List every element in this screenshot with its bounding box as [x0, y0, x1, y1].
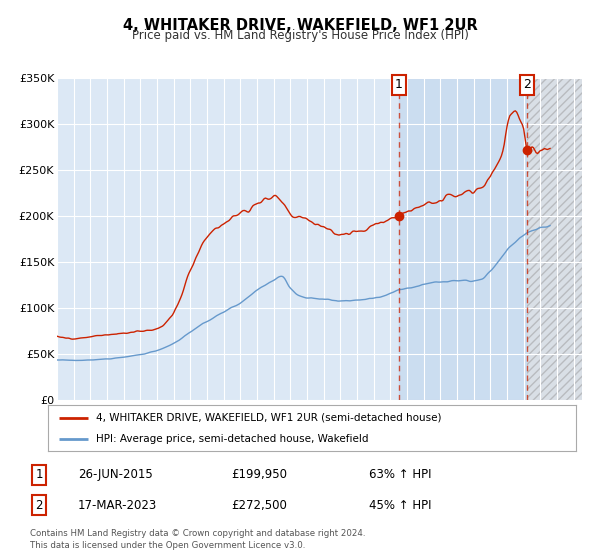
Text: 2: 2 — [35, 498, 43, 512]
Bar — [527, 78, 582, 400]
Bar — [398, 78, 527, 400]
Text: 4, WHITAKER DRIVE, WAKEFIELD, WF1 2UR: 4, WHITAKER DRIVE, WAKEFIELD, WF1 2UR — [122, 18, 478, 33]
Text: Contains HM Land Registry data © Crown copyright and database right 2024.: Contains HM Land Registry data © Crown c… — [30, 529, 365, 538]
Text: HPI: Average price, semi-detached house, Wakefield: HPI: Average price, semi-detached house,… — [95, 435, 368, 444]
Text: Price paid vs. HM Land Registry's House Price Index (HPI): Price paid vs. HM Land Registry's House … — [131, 29, 469, 42]
Text: 4, WHITAKER DRIVE, WAKEFIELD, WF1 2UR (semi-detached house): 4, WHITAKER DRIVE, WAKEFIELD, WF1 2UR (s… — [95, 413, 441, 423]
Text: £272,500: £272,500 — [231, 498, 287, 512]
Text: 26-JUN-2015: 26-JUN-2015 — [78, 468, 153, 482]
Text: 1: 1 — [35, 468, 43, 482]
Text: 45% ↑ HPI: 45% ↑ HPI — [369, 498, 431, 512]
Text: 63% ↑ HPI: 63% ↑ HPI — [369, 468, 431, 482]
Text: This data is licensed under the Open Government Licence v3.0.: This data is licensed under the Open Gov… — [30, 542, 305, 550]
Text: 2: 2 — [523, 78, 531, 91]
Text: 17-MAR-2023: 17-MAR-2023 — [78, 498, 157, 512]
Text: £199,950: £199,950 — [231, 468, 287, 482]
Bar — [527, 78, 582, 400]
Text: 1: 1 — [395, 78, 403, 91]
